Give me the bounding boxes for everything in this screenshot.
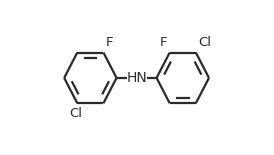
Text: Cl: Cl — [198, 36, 211, 49]
Text: Cl: Cl — [69, 107, 82, 120]
Text: HN: HN — [126, 71, 147, 85]
Text: F: F — [106, 36, 113, 49]
Text: F: F — [160, 36, 167, 49]
